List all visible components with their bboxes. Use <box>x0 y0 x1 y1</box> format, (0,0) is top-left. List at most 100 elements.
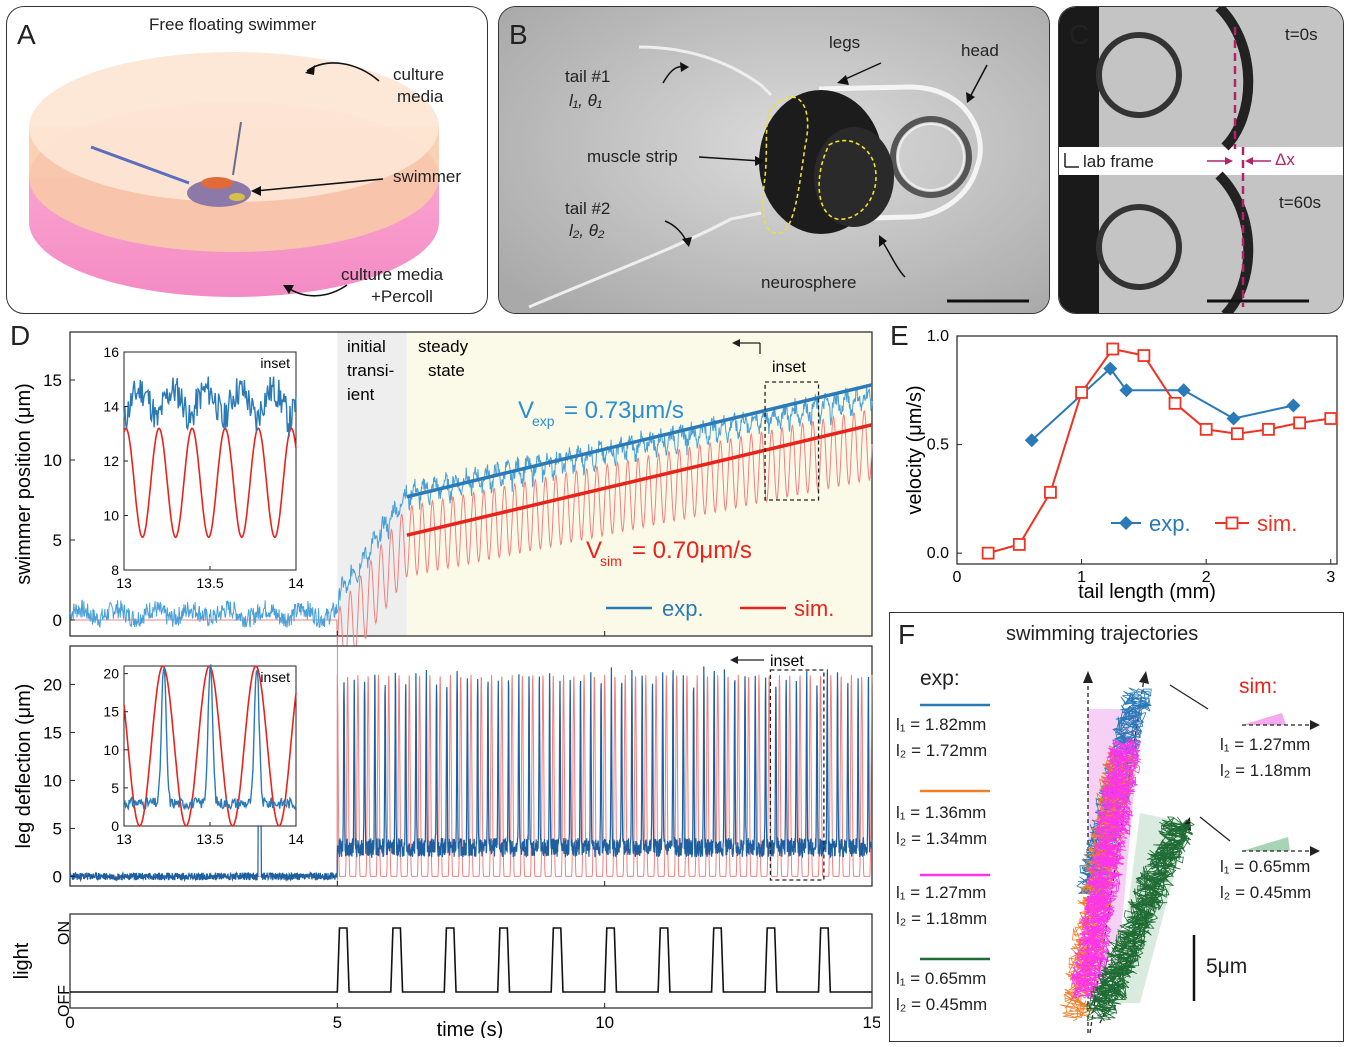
e-point-sim <box>1137 349 1151 362</box>
light-plot-frame <box>69 913 873 1009</box>
e-point-sim <box>1106 342 1120 356</box>
ytick-label-deflection: 15 <box>43 723 62 742</box>
swimmer-tail-2 <box>232 121 242 176</box>
inset-deflection-ytick-label: 20 <box>103 666 119 682</box>
swimmer-tail-1 <box>90 145 190 185</box>
exp-entry-3-l1: l₁ = 1.27mm <box>896 883 987 902</box>
sim-entry-2-l1: l₁ = 0.65mm <box>1220 857 1311 876</box>
inset-position-exp-trace <box>123 376 297 437</box>
scale-bar-label: 5μm <box>1206 955 1248 978</box>
traj-axis-1-head <box>1083 671 1093 683</box>
e-xtick-label: 1 <box>1077 569 1086 586</box>
label-delta-x: Δx <box>1275 150 1295 169</box>
e-legend-sim-marker <box>1225 516 1239 530</box>
legend-exp-label: exp. <box>662 596 704 621</box>
label-culture: culture <box>393 65 445 84</box>
panel-letter-e: E <box>890 320 909 351</box>
e-ytick-label: 0.5 <box>927 437 949 454</box>
e-xlabel: tail length (mm) <box>1078 581 1216 603</box>
label-v-sim-value: = 0.70μm/s <box>632 537 752 564</box>
e-xtick-label: 2 <box>1202 569 1211 586</box>
e-point-sim <box>981 546 995 560</box>
sim-pointer-1 <box>1169 684 1209 710</box>
label-v-sim-sub: sim <box>600 553 622 569</box>
label-head: head <box>961 41 999 60</box>
ytick-label-position: 5 <box>53 531 62 550</box>
inset-position-ytick-label: 12 <box>103 453 119 469</box>
panel-a-illustration <box>29 52 439 297</box>
label-culture-percoll-2: +Percoll <box>371 287 433 306</box>
label-v-exp: V <box>518 397 534 424</box>
e-point-exp <box>1286 398 1301 413</box>
sim-entry-1-l2: l₂ = 1.18mm <box>1220 761 1312 780</box>
label-tail-2-params: l₂, θ₂ <box>569 221 605 240</box>
panel-letter-a: A <box>17 19 36 50</box>
inset-marker-position <box>764 381 820 501</box>
xtick-label-time: 10 <box>595 1013 614 1032</box>
inset-marker-label: inset <box>772 359 806 376</box>
ytick-label-deflection: 0 <box>53 867 62 886</box>
panel-f: F swimming trajectories exp: sim: l₁ = 1… <box>889 612 1344 1042</box>
e-point-sim <box>1230 427 1244 441</box>
panel-e-chart: 0 1 2 3 0.0 0.5 1.0 tail length (mm) velocity (μ… <box>904 328 1338 603</box>
sim-entry-1-l1: l₁ = 1.27mm <box>1220 735 1311 754</box>
panel-letter-d: D <box>10 320 31 351</box>
inset-position-ytick-label: 16 <box>103 344 119 360</box>
exp-entry-1-l2: l₂ = 1.72mm <box>896 741 988 760</box>
label-t0: t=0s <box>1285 25 1318 44</box>
e-legend-sim-label: sim. <box>1257 511 1297 536</box>
panel-a-title: Free floating swimmer <box>149 15 317 34</box>
inset-deflection-exp-trace <box>123 664 297 811</box>
label-muscle-strip: muscle strip <box>587 147 678 166</box>
e-point-sim <box>1199 422 1213 436</box>
e-xtick-label: 3 <box>1326 569 1335 586</box>
e-point-exp <box>1176 383 1191 398</box>
inset-position-label: inset <box>260 355 290 371</box>
exp-entry-1-l1: l₁ = 1.82mm <box>896 715 987 734</box>
light-trace <box>70 927 872 993</box>
inset-position-ytick-label: 10 <box>103 508 119 524</box>
e-ylabel: velocity (μm/s) <box>904 385 926 514</box>
xlabel-time: time (s) <box>437 1019 504 1038</box>
e-legend-exp-label: exp. <box>1149 511 1191 536</box>
e-point-sim <box>1044 485 1057 499</box>
inset-deflection-ytick-label: 10 <box>103 742 119 758</box>
inset-position-xtick-label: 13.5 <box>196 575 223 591</box>
sim-mini-axis-2-head <box>1310 846 1320 856</box>
ylabel-deflection: leg deflection (μm) <box>13 684 35 849</box>
traj-axis-2-head <box>1139 671 1149 684</box>
inset-position-xtick-label: 14 <box>288 575 304 591</box>
label-lab-frame: lab frame <box>1083 152 1154 172</box>
xtick-label-time: 0 <box>65 1013 74 1032</box>
panel-c-micrographs <box>1059 7 1343 313</box>
panel-f-title: swimming trajectories <box>1006 623 1199 645</box>
inset-position-xtick-label: 13 <box>116 575 132 591</box>
panel-b-micrograph <box>499 7 1049 313</box>
e-point-exp <box>1103 361 1118 376</box>
exp-entry-2-l2: l₂ = 1.34mm <box>896 829 988 848</box>
xtick-label-time: 15 <box>863 1013 880 1032</box>
light-on-label: ON <box>56 921 73 945</box>
position-plot-frame <box>69 331 873 637</box>
label-sim-heading: sim: <box>1239 675 1278 698</box>
inset-deflection-ytick-label: 5 <box>111 780 119 796</box>
xtick-label-time: 5 <box>333 1013 342 1032</box>
inset-deflection-label: inset <box>260 669 290 685</box>
label-v-exp-sub: exp <box>532 413 555 429</box>
ytick-label-deflection: 10 <box>43 771 62 790</box>
position-exp-trace <box>69 385 873 629</box>
exp-entry-3-l2: l₂ = 1.18mm <box>896 909 988 928</box>
e-point-sim <box>1262 422 1275 436</box>
e-point-sim <box>1168 396 1182 410</box>
panel-f-trajectories <box>920 671 1320 1034</box>
panel-letter-f: F <box>898 619 916 650</box>
label-tail-2: tail #2 <box>565 199 611 218</box>
inset-arrowhead-position <box>732 339 740 347</box>
label-steady-state: steady <box>418 337 469 356</box>
label-initial-transient: initial <box>347 337 386 356</box>
ytick-label-position: 10 <box>43 451 62 470</box>
trajectory-exp-4 <box>1086 816 1195 1022</box>
inset-deflection-xtick-label: 13 <box>116 831 132 847</box>
label-steady-state: state <box>428 361 465 380</box>
